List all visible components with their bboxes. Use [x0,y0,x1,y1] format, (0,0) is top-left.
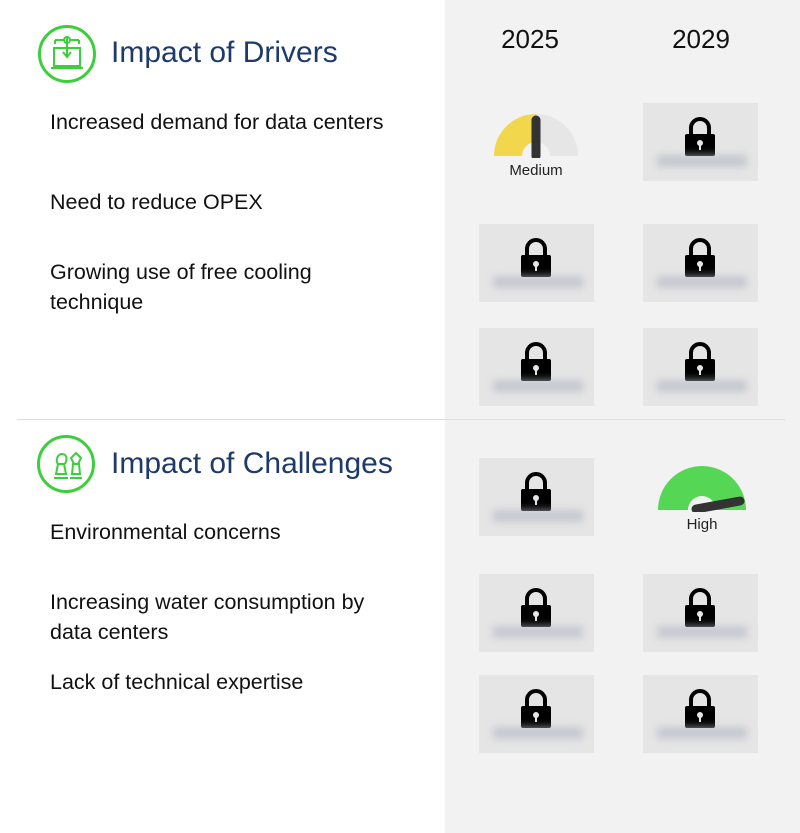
blurred-value [493,727,583,739]
driver-item: Increased demand for data centers [50,110,384,134]
lock-icon [685,117,715,156]
locked-value[interactable] [643,224,758,302]
blurred-value [493,380,583,392]
lock-icon [521,689,551,728]
blurred-value [493,276,583,288]
year-header-2029: 2029 [672,24,730,54]
driver-item: Need to reduce OPEX [50,190,263,214]
gauge-label: High [686,516,718,533]
challenge-item: Environmental concerns [50,520,281,544]
locked-value[interactable] [479,458,594,536]
chess-strategy-icon [37,435,95,493]
locked-value[interactable] [643,103,758,181]
year-header-2025: 2025 [501,24,559,54]
locked-value[interactable] [479,328,594,406]
blurred-value [657,380,747,392]
lock-icon [521,342,551,381]
locked-value[interactable] [479,574,594,652]
section-divider [17,419,785,420]
blurred-value [657,626,747,638]
blurred-value [657,155,747,167]
driver-item: Growing use of free cooling technique [50,260,312,314]
locked-value[interactable] [643,328,758,406]
blurred-value [493,626,583,638]
lock-icon [521,238,551,277]
locked-value[interactable] [643,574,758,652]
lock-icon [521,472,551,511]
blurred-value [657,727,747,739]
gauge-high: High [644,466,760,534]
locked-value[interactable] [643,675,758,753]
lock-icon [685,238,715,277]
data-center-icon [38,25,96,83]
lock-icon [521,588,551,627]
lock-icon [685,689,715,728]
lock-icon [685,342,715,381]
challenge-item: Increasing water consumption by data cen… [50,590,365,644]
challenge-item: Lack of technical expertise [50,670,304,694]
blurred-value [657,276,747,288]
lock-icon [685,588,715,627]
drivers-title: Impact of Drivers [111,36,338,69]
locked-value[interactable] [479,224,594,302]
locked-value[interactable] [479,675,594,753]
gauge-label: Medium [509,162,563,179]
blurred-value [493,510,583,522]
challenges-title: Impact of Challenges [111,447,393,480]
gauge-medium: Medium [478,112,594,180]
